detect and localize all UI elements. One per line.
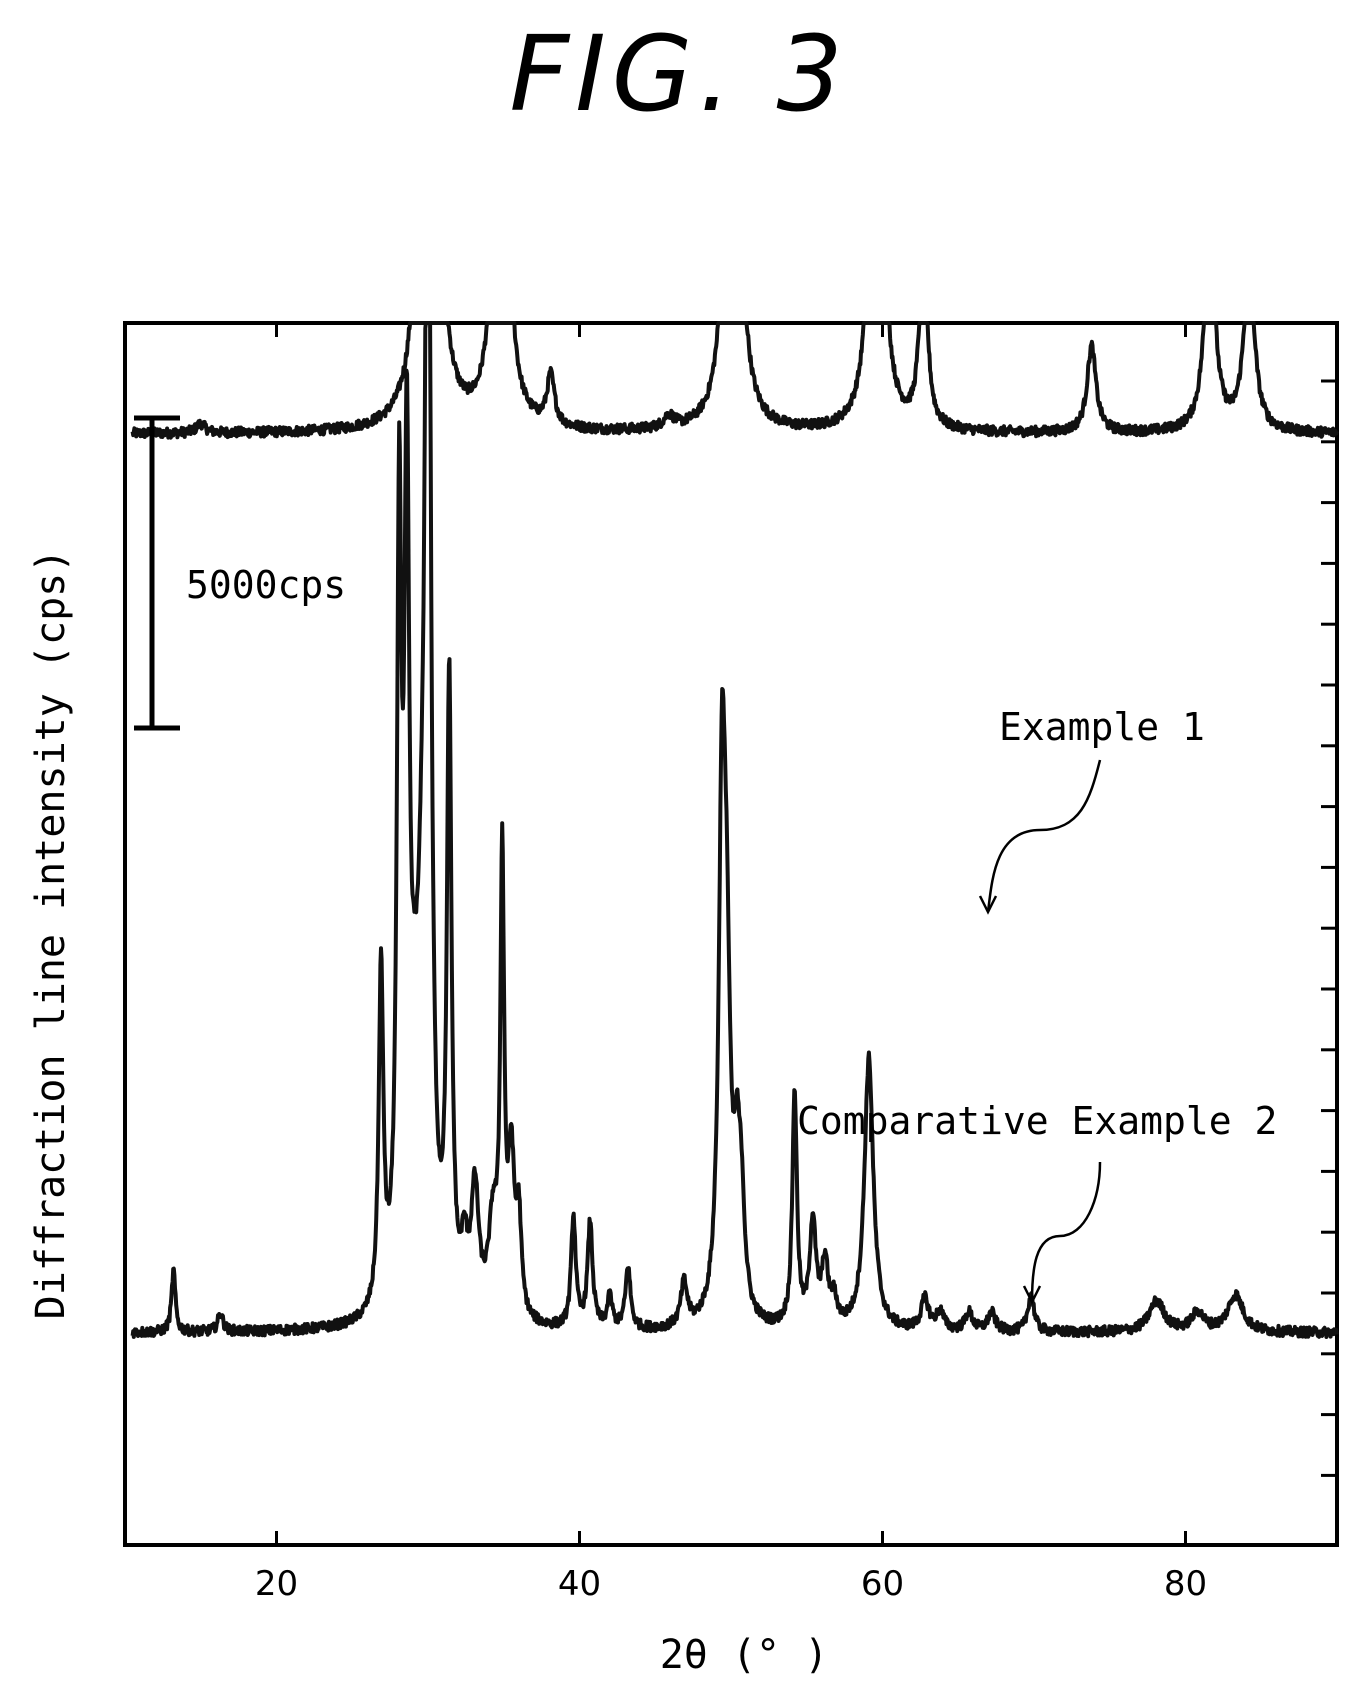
x-tick-label: 20 (255, 1564, 298, 1604)
y-axis-ticks (1321, 379, 1337, 1477)
annotations: Example 1 Comparative Example 2 (797, 705, 1277, 1305)
x-tick-label: 60 (861, 1564, 904, 1604)
x-axis-ticks (275, 323, 1187, 1545)
scale-bar-label: 5000cps (186, 563, 346, 607)
annotation-label: Example 1 (999, 705, 1205, 749)
scale-bar: 5000cps (134, 415, 346, 731)
x-tick-label: 40 (558, 1564, 601, 1604)
annotation-arrowhead (978, 895, 998, 915)
series-line-comparative-example-2 (130, 321, 1339, 1339)
plot-frame (123, 321, 1339, 1547)
figure-title: FIG. 3 (509, 13, 848, 135)
y-axis-label: Diffraction line intensity (cps) (28, 549, 74, 1320)
annotation-arrowhead (1022, 1285, 1042, 1305)
x-axis-label: 2θ (° ) (660, 1632, 829, 1678)
x-tick-label: 80 (1164, 1564, 1207, 1604)
annotation-label: Comparative Example 2 (797, 1099, 1277, 1143)
annotation-leader (1030, 1161, 1102, 1303)
series-line-example-1 (130, 321, 1339, 440)
series-group (130, 321, 1339, 1339)
x-axis-tick-labels: 20 40 60 80 (255, 1564, 1207, 1604)
annotation-leader (986, 759, 1102, 913)
